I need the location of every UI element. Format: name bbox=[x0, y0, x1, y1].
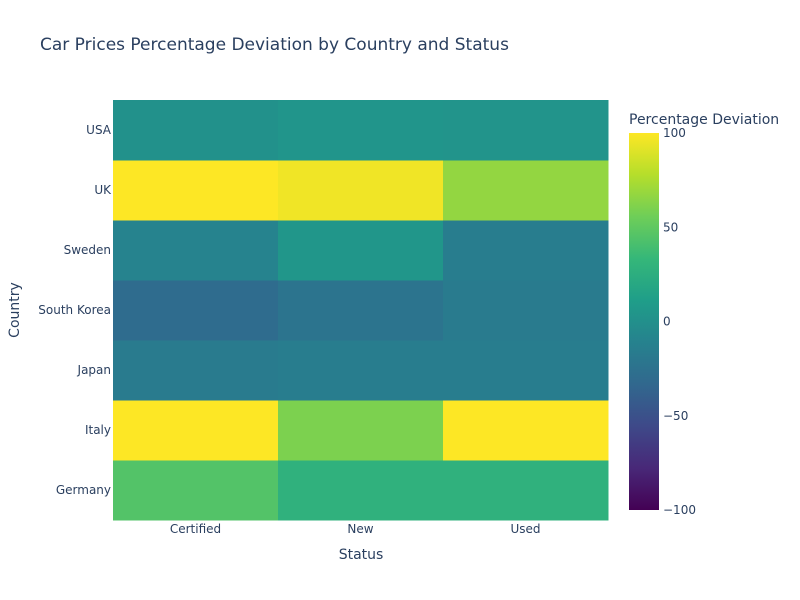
heatmap-cell bbox=[113, 340, 279, 401]
colorbar-tick-label: 100 bbox=[663, 126, 686, 140]
heatmap-cell bbox=[443, 160, 609, 221]
x-tick-label: New bbox=[347, 522, 373, 536]
y-tick-label: Germany bbox=[56, 483, 111, 497]
heatmap-cell bbox=[278, 100, 444, 161]
heatmap-cell bbox=[278, 460, 444, 521]
colorbar bbox=[629, 133, 659, 510]
heatmap-cells bbox=[113, 100, 609, 521]
heatmap-cell bbox=[278, 220, 444, 281]
heatmap-cell bbox=[113, 220, 279, 281]
heatmap-cell bbox=[443, 460, 609, 521]
heatmap-cell bbox=[113, 400, 279, 461]
y-tick-label: Japan bbox=[77, 363, 111, 377]
heatmap-cell bbox=[113, 460, 279, 521]
heatmap-cell bbox=[443, 340, 609, 401]
y-tick-label: UK bbox=[94, 183, 112, 197]
y-tick-labels: Germany Italy Japan South Korea Sweden UK USA bbox=[38, 123, 112, 497]
heatmap-cell bbox=[113, 100, 279, 161]
y-tick-label: USA bbox=[86, 123, 112, 137]
heatmap-cell bbox=[278, 340, 444, 401]
y-tick-label: Italy bbox=[85, 423, 111, 437]
x-tick-labels: Certified New Used bbox=[170, 522, 541, 536]
heatmap-cell bbox=[278, 400, 444, 461]
colorbar-tick-label: 50 bbox=[663, 220, 678, 234]
x-axis-title: Status bbox=[339, 547, 384, 563]
chart-title: Car Prices Percentage Deviation by Count… bbox=[40, 35, 509, 55]
heatmap-cell bbox=[443, 280, 609, 341]
heatmap-cell bbox=[113, 160, 279, 221]
heatmap-cell bbox=[113, 280, 279, 341]
y-axis-title: Country bbox=[7, 282, 23, 338]
colorbar-tick-label: −50 bbox=[663, 409, 688, 423]
colorbar-tick-label: 0 bbox=[663, 315, 671, 329]
y-tick-label: Sweden bbox=[64, 243, 111, 257]
heatmap-cell bbox=[443, 100, 609, 161]
colorbar-title: Percentage Deviation bbox=[629, 112, 779, 128]
x-tick-label: Used bbox=[510, 522, 540, 536]
heatmap-cell bbox=[278, 160, 444, 221]
colorbar-ticks: 100 50 0 −50 −100 bbox=[663, 126, 696, 517]
colorbar-tick-label: −100 bbox=[663, 503, 696, 517]
heatmap-cell bbox=[443, 220, 609, 281]
y-tick-label: South Korea bbox=[38, 303, 111, 317]
heatmap-cell bbox=[443, 400, 609, 461]
x-tick-label: Certified bbox=[170, 522, 221, 536]
heatmap-cell bbox=[278, 280, 444, 341]
